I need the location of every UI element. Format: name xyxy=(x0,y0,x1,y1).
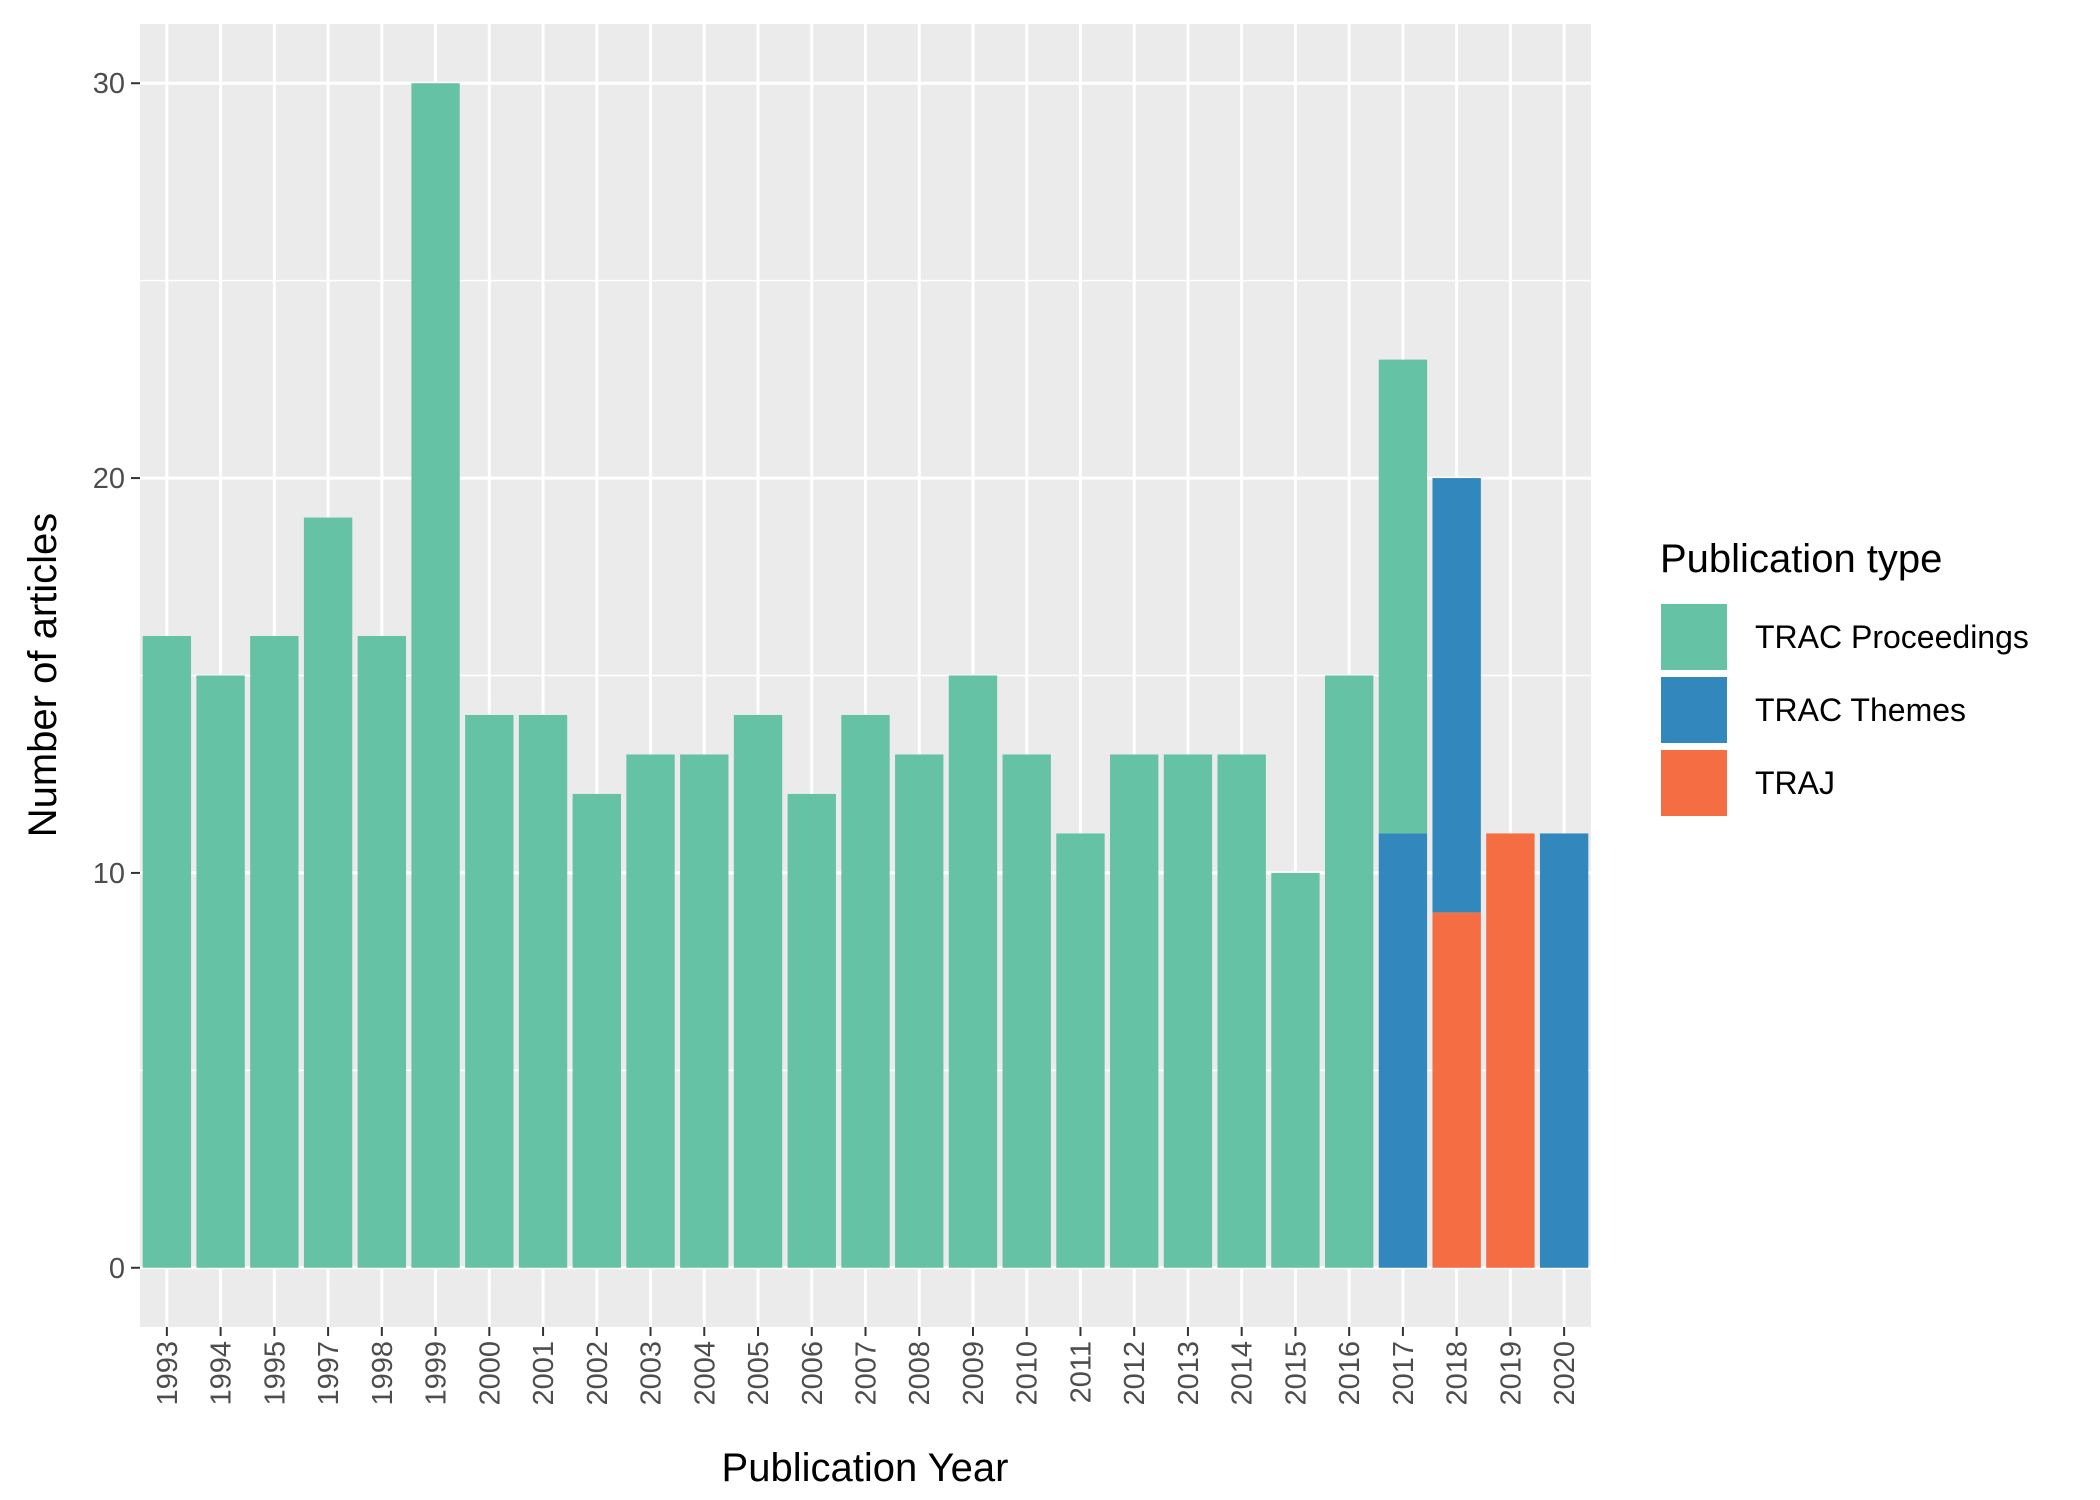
x-tick-label: 2013 xyxy=(1173,1341,1205,1406)
x-tick-label: 2007 xyxy=(851,1341,883,1406)
bar-segment xyxy=(733,714,783,1268)
x-tick-label: 1993 xyxy=(152,1341,184,1406)
bar-segment xyxy=(1432,912,1481,1268)
bar-segment xyxy=(250,636,299,1268)
x-tick-label: 2006 xyxy=(797,1341,829,1406)
bar-segment xyxy=(142,636,192,1268)
x-tick-label: 1995 xyxy=(259,1341,291,1406)
bar-segment xyxy=(1002,754,1051,1268)
bar-segment xyxy=(1217,754,1266,1268)
bar-segment xyxy=(895,754,944,1268)
bar-segment xyxy=(1324,675,1374,1268)
bar-segment xyxy=(465,714,514,1268)
x-tick-label: 2005 xyxy=(743,1341,775,1406)
x-tick-label: 2018 xyxy=(1442,1341,1474,1406)
x-tick-label: 2020 xyxy=(1549,1341,1581,1406)
legend-key xyxy=(1659,748,1729,818)
bar-segment xyxy=(572,793,621,1268)
bar-segment xyxy=(680,754,729,1268)
bar-segment xyxy=(518,714,568,1268)
bar-segment xyxy=(303,517,353,1268)
x-tick-label: 2014 xyxy=(1227,1341,1259,1406)
bar-segment xyxy=(1486,833,1535,1268)
x-tick-label: 2008 xyxy=(904,1341,936,1406)
bar-segment xyxy=(1163,754,1213,1268)
x-tick-label: 1999 xyxy=(421,1341,453,1406)
x-tick-label: 1997 xyxy=(313,1341,345,1406)
x-tick-label: 2004 xyxy=(689,1341,721,1406)
bar-segment xyxy=(626,754,675,1268)
y-tick-label: 0 xyxy=(109,1253,125,1285)
bar-segment xyxy=(841,714,890,1268)
legend-label: TRAC Proceedings xyxy=(1755,619,2029,655)
legend-title: Publication type xyxy=(1660,537,1942,581)
legend-label: TRAJ xyxy=(1755,765,1835,801)
y-axis-title: Number of articles xyxy=(21,513,65,838)
bar-segment xyxy=(1432,478,1481,913)
x-tick-label: 2003 xyxy=(636,1341,668,1406)
bar-segment xyxy=(1378,359,1428,834)
x-tick-label: 2010 xyxy=(1012,1341,1044,1406)
x-tick-label: 2000 xyxy=(474,1341,506,1406)
bar-segment xyxy=(1539,833,1589,1268)
bar-segment xyxy=(787,793,836,1268)
bar-segment xyxy=(411,83,460,1268)
y-tick-label: 10 xyxy=(93,858,125,890)
x-tick-label: 2012 xyxy=(1119,1341,1151,1406)
y-axis: 0 10 20 30 xyxy=(93,68,140,1285)
legend: Publication type TRAC Proceedings TRAC Th… xyxy=(1659,537,2029,818)
x-axis: 1993 1994 1995 1997 1998 1999 2000 2001 2002 2003… xyxy=(152,1327,1581,1406)
x-tick-label: 2015 xyxy=(1280,1341,1312,1406)
x-tick-label: 2002 xyxy=(582,1341,614,1406)
bar-segment xyxy=(1378,833,1428,1268)
x-tick-label: 1994 xyxy=(206,1341,238,1406)
bar-segment xyxy=(196,675,245,1268)
legend-key xyxy=(1659,602,1729,672)
bar-segment xyxy=(1056,833,1105,1268)
x-tick-label: 2017 xyxy=(1388,1341,1420,1406)
x-tick-label: 2011 xyxy=(1065,1341,1097,1403)
x-tick-label: 2009 xyxy=(958,1341,990,1406)
bar-segment xyxy=(948,675,998,1268)
bar-segment xyxy=(1271,872,1320,1268)
bar-segment xyxy=(1110,754,1159,1268)
x-tick-label: 2019 xyxy=(1495,1341,1527,1406)
x-tick-label: 2001 xyxy=(528,1341,560,1406)
legend-label: TRAC Themes xyxy=(1755,692,1966,728)
y-tick-label: 20 xyxy=(93,463,125,495)
bars xyxy=(142,83,1589,1268)
bar-segment xyxy=(357,636,407,1268)
x-tick-label: 1998 xyxy=(367,1341,399,1406)
legend-key xyxy=(1659,675,1729,745)
y-tick-label: 30 xyxy=(93,68,125,100)
x-axis-title: Publication Year xyxy=(722,1446,1009,1490)
x-tick-label: 2016 xyxy=(1334,1341,1366,1406)
